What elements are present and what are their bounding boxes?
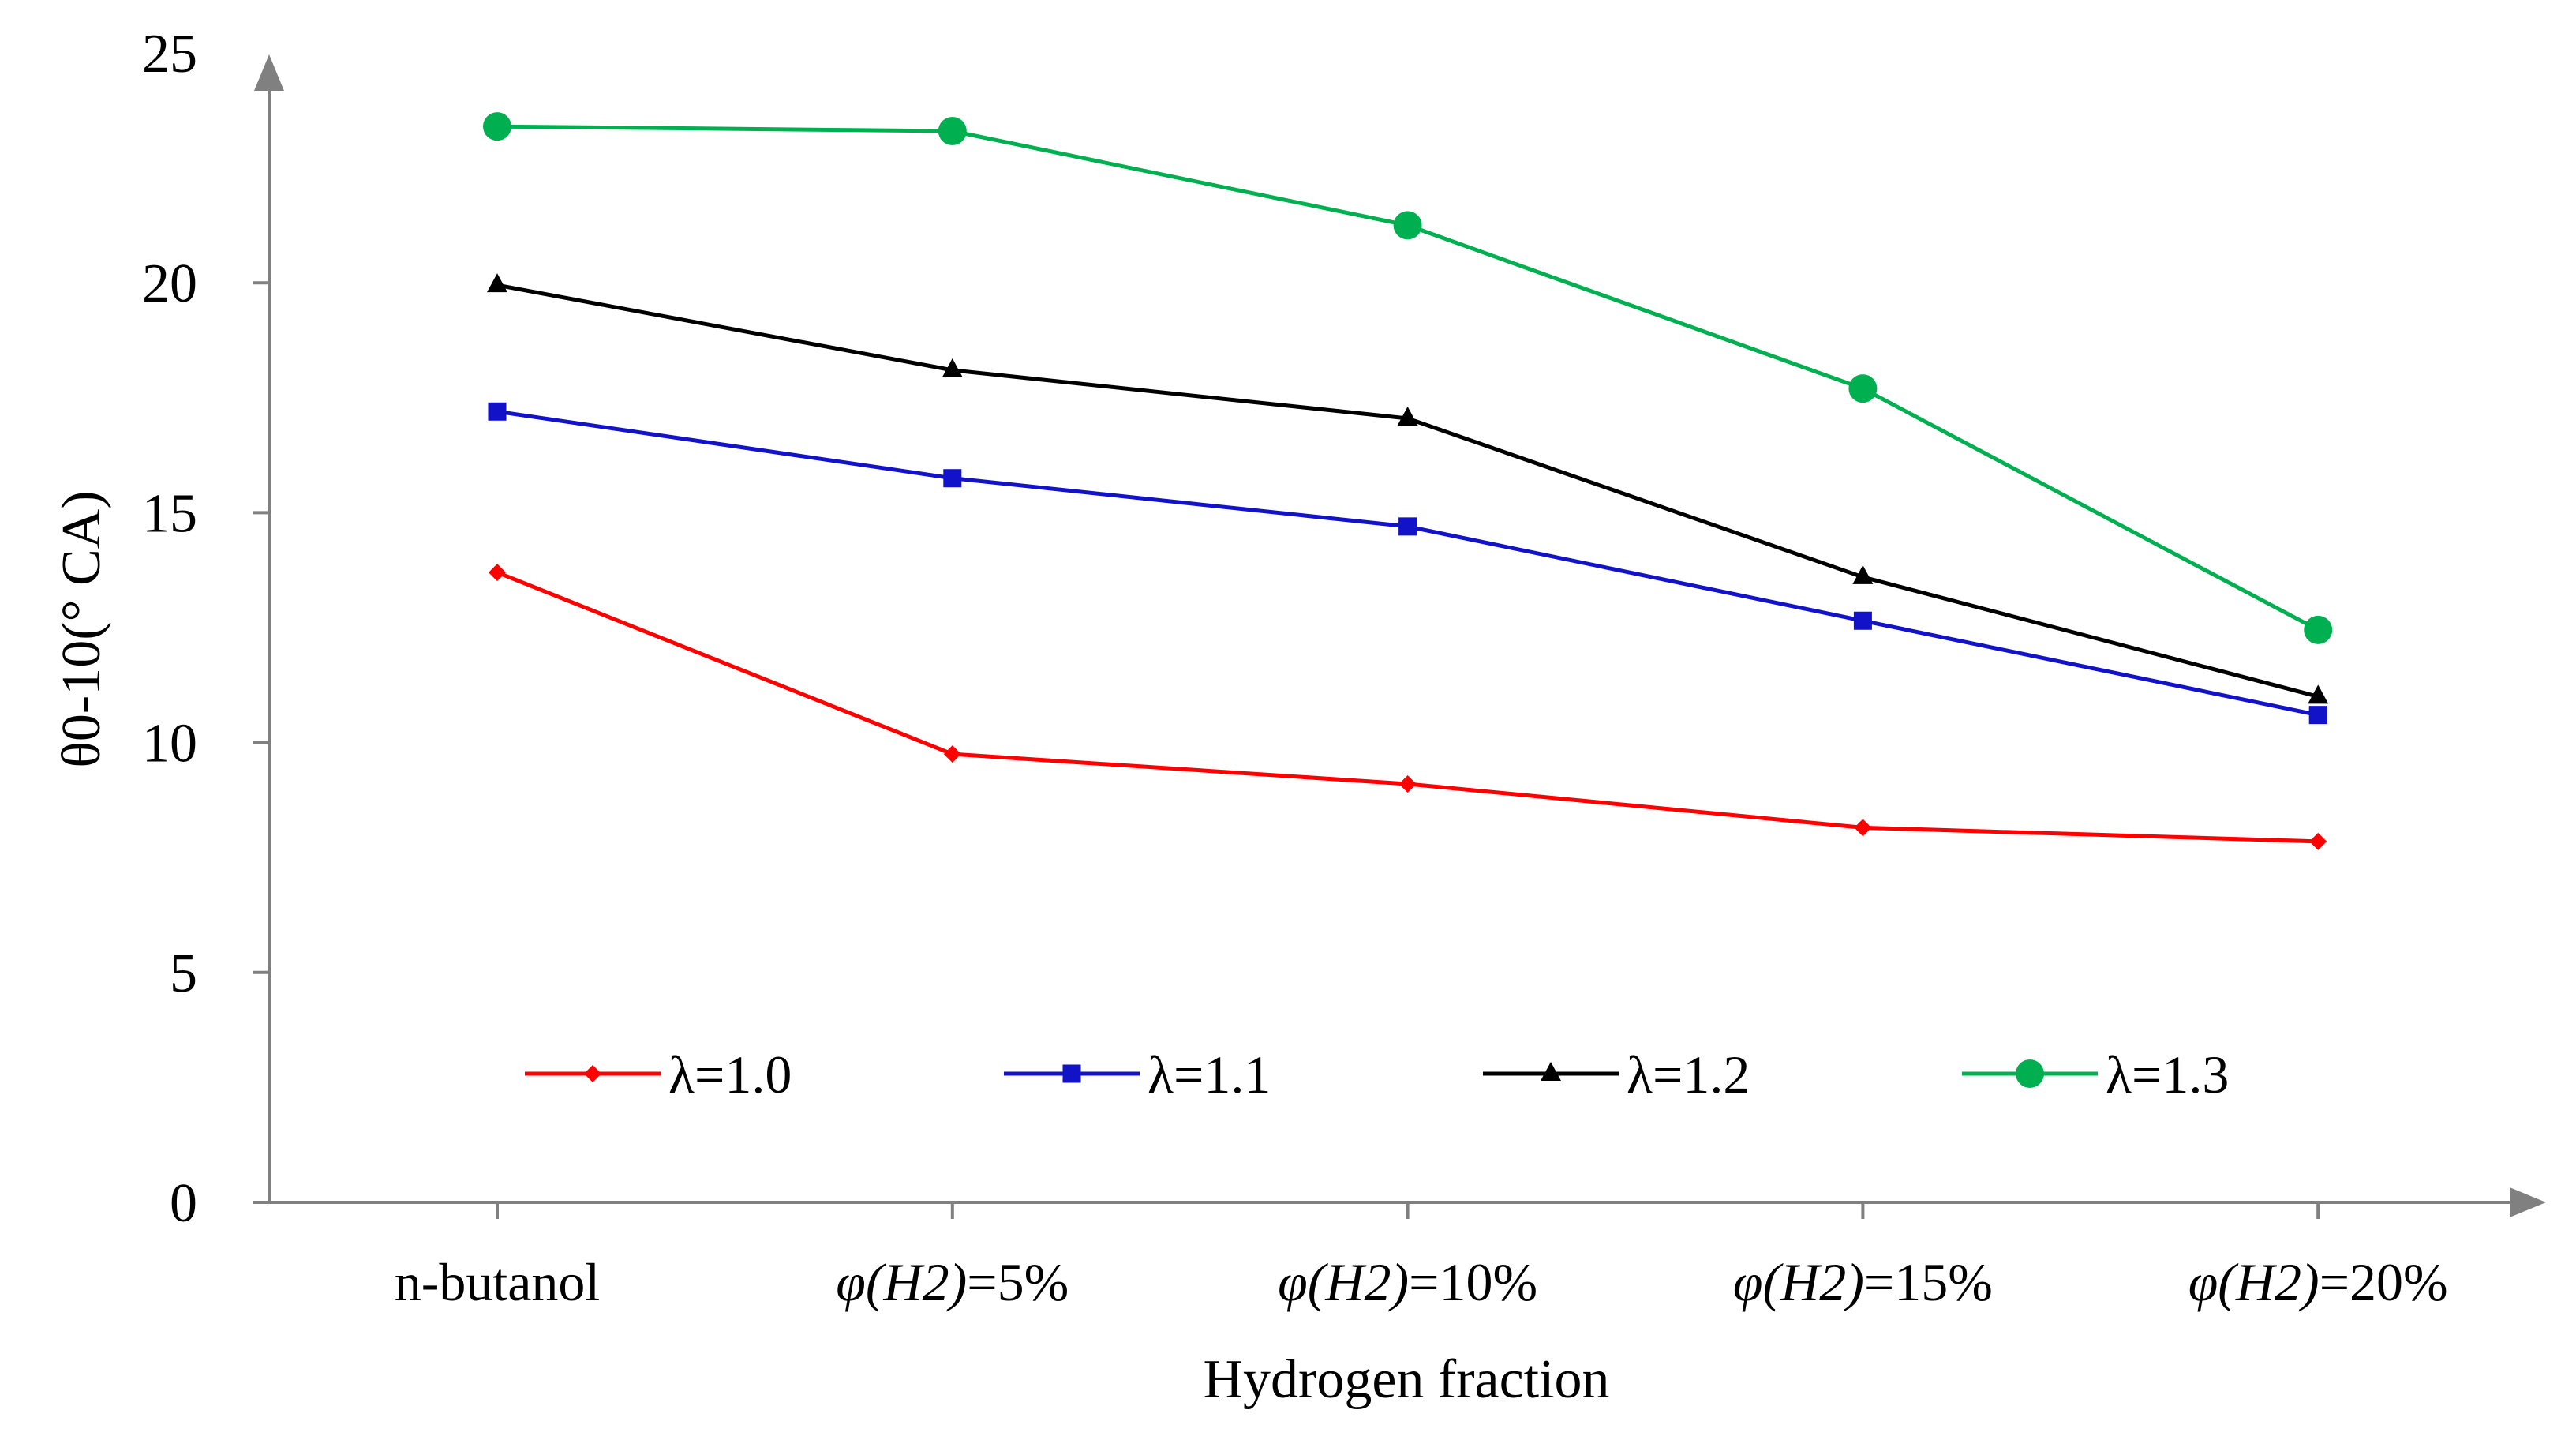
series-1-1 [488,402,2327,725]
data-point-1-1-0 [488,402,507,421]
legend-entry-1-2: λ=1.2 [1483,1044,1750,1104]
series-line-1-3 [496,124,2320,632]
y-tick-label: 15 [142,483,197,544]
data-point-1-0-1 [943,745,961,763]
data-point-1-2-4 [2308,684,2329,704]
data-point-1-1-1 [943,469,962,488]
legend-marker [2016,1059,2044,1088]
data-point-1-2-3 [1852,564,1874,584]
data-point-1-0-0 [489,564,506,582]
axes: 0 5 10 15 20 25 n-butanol φ(H2)=5% φ(H2)=10% φ(H2… [142,24,2546,1312]
legend-marker [1541,1062,1561,1081]
legend-label: λ=1.3 [2106,1044,2229,1104]
data-point-1-3-2 [1393,211,1422,240]
legend-entry-1-1: λ=1.1 [1004,1044,1271,1104]
legend-entry-1-0: λ=1.0 [525,1044,792,1104]
series-1-0 [489,564,2327,850]
x-tick-label: φ(H2)=20% [2188,1252,2448,1312]
series-line-1-2 [496,283,2319,699]
data-point-1-0-3 [1854,819,1872,837]
data-point-1-1-2 [1398,517,1417,536]
x-tick-label: n-butanol [395,1252,601,1312]
legend: λ=1.0 λ=1.1 λ=1.2 λ=1.3 [525,1044,2229,1104]
data-point-1-2-2 [1397,407,1418,426]
y-tick-label: 20 [142,253,197,314]
x-axis-title: Hydrogen fraction [1203,1349,1609,1410]
data-point-1-3-1 [938,117,967,146]
data-point-1-1-4 [2308,706,2327,725]
y-axis-arrow [254,54,284,91]
legend-label: λ=1.1 [1148,1044,1271,1104]
data-point-1-3-0 [483,112,511,141]
legend-entry-1-3: λ=1.3 [1962,1044,2229,1104]
data-point-1-1-3 [1853,611,1872,630]
x-tick-label: φ(H2)=10% [1278,1252,1537,1312]
series-line-1-0 [496,570,2319,844]
data-point-1-0-4 [2309,832,2327,850]
y-tick-label: 25 [142,24,197,84]
legend-label: λ=1.2 [1627,1044,1750,1104]
series-1-3 [483,112,2333,644]
data-point-1-2-1 [942,358,963,377]
series-line-1-1 [496,409,2319,718]
data-point-1-3-3 [1848,374,1878,403]
y-axis-title: θ0-10(° CA) [51,490,112,767]
y-tick-label: 0 [170,1173,197,1234]
legend-label: λ=1.0 [668,1044,792,1104]
legend-marker [1062,1064,1081,1083]
data-point-1-0-2 [1398,775,1417,793]
legend-marker [584,1065,601,1082]
series-1-2 [487,273,2329,704]
x-axis-arrow [2510,1187,2546,1217]
y-tick-label: 5 [170,943,197,1004]
x-tick-label: φ(H2)=15% [1733,1252,1993,1312]
data-point-1-3-4 [2304,615,2333,644]
data-point-1-2-0 [487,273,507,293]
y-tick-label: 10 [142,714,197,774]
x-tick-label: φ(H2)=5% [836,1252,1069,1312]
series-layer [483,112,2333,850]
